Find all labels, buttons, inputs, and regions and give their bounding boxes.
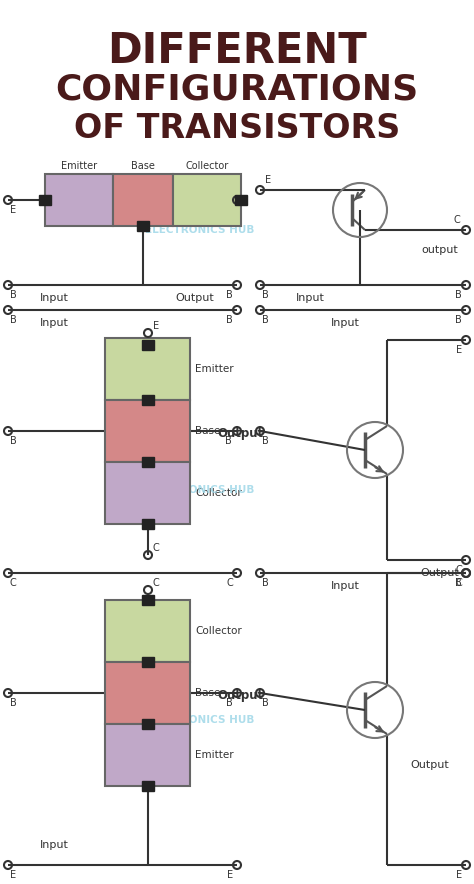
Text: N: N: [140, 484, 156, 502]
Text: Input: Input: [330, 318, 359, 328]
Text: C: C: [10, 578, 17, 588]
Text: Output: Output: [218, 690, 264, 703]
Text: C: C: [455, 578, 462, 588]
Text: B: B: [226, 698, 233, 708]
Text: B: B: [455, 578, 462, 588]
Text: E: E: [10, 205, 16, 215]
Text: Input: Input: [296, 293, 324, 303]
Text: N: N: [140, 621, 156, 641]
Text: OF TRANSISTORS: OF TRANSISTORS: [74, 112, 400, 145]
Bar: [106, 724, 191, 786]
Text: C: C: [226, 578, 233, 588]
Text: Base: Base: [195, 688, 221, 698]
Text: C: C: [455, 565, 462, 575]
Text: Output: Output: [176, 293, 214, 303]
Text: ELECTRONICS HUB: ELECTRONICS HUB: [146, 225, 255, 235]
Text: Collector: Collector: [195, 626, 242, 636]
Text: Collector: Collector: [195, 488, 242, 498]
Bar: [235, 195, 247, 205]
Text: P: P: [136, 190, 150, 210]
Text: Input: Input: [40, 840, 69, 850]
Text: output: output: [422, 245, 458, 255]
Text: Emitter: Emitter: [195, 364, 234, 374]
Text: B: B: [455, 315, 462, 325]
Bar: [137, 221, 149, 231]
Bar: [142, 595, 154, 605]
Text: N: N: [199, 190, 215, 210]
Text: B: B: [262, 315, 269, 325]
Text: Base: Base: [195, 426, 221, 436]
Text: E: E: [456, 345, 462, 355]
Bar: [113, 174, 173, 226]
Text: E: E: [265, 175, 271, 185]
Text: Input: Input: [330, 581, 359, 591]
Text: P: P: [141, 683, 155, 703]
Bar: [106, 600, 191, 662]
Text: Base: Base: [131, 161, 155, 171]
Text: B: B: [226, 315, 233, 325]
Bar: [142, 395, 154, 405]
Text: Emitter: Emitter: [61, 161, 97, 171]
Text: E: E: [153, 321, 159, 331]
Text: ELECTRONICS HUB: ELECTRONICS HUB: [146, 485, 255, 495]
Text: CONFIGURATIONS: CONFIGURATIONS: [55, 72, 419, 106]
Text: B: B: [225, 436, 232, 446]
Text: E: E: [10, 870, 16, 880]
Text: N: N: [71, 190, 87, 210]
Bar: [106, 662, 191, 724]
Bar: [106, 462, 191, 524]
Text: B: B: [262, 578, 269, 588]
Text: B: B: [10, 290, 17, 300]
Text: DIFFERENT: DIFFERENT: [107, 30, 367, 72]
Text: C: C: [453, 215, 460, 225]
Bar: [142, 519, 154, 529]
Text: Collector: Collector: [185, 161, 228, 171]
Text: ELECTRONICS HUB: ELECTRONICS HUB: [146, 715, 255, 725]
Text: B: B: [455, 290, 462, 300]
Text: B: B: [10, 698, 17, 708]
Text: B: B: [262, 698, 269, 708]
Text: E: E: [227, 870, 233, 880]
Text: N: N: [140, 745, 156, 765]
Text: Output: Output: [410, 760, 449, 770]
Text: C: C: [153, 543, 160, 553]
Text: C: C: [153, 578, 160, 588]
Text: C: C: [226, 205, 233, 215]
Text: B: B: [262, 290, 269, 300]
Bar: [106, 338, 191, 400]
Text: Output: Output: [218, 428, 264, 440]
Text: Output: Output: [420, 568, 459, 578]
Bar: [142, 340, 154, 350]
Text: Emitter: Emitter: [195, 750, 234, 760]
Bar: [142, 781, 154, 791]
Bar: [173, 174, 241, 226]
Bar: [142, 719, 154, 729]
Text: B: B: [226, 290, 233, 300]
Text: B: B: [262, 436, 269, 446]
Text: Input: Input: [40, 293, 69, 303]
Bar: [106, 400, 191, 462]
Bar: [142, 657, 154, 667]
Bar: [142, 457, 154, 467]
Text: E: E: [456, 870, 462, 880]
Bar: [45, 174, 113, 226]
Text: Input: Input: [40, 318, 69, 328]
Text: B: B: [10, 315, 17, 325]
Bar: [39, 195, 51, 205]
Text: P: P: [141, 422, 155, 440]
Text: N: N: [140, 360, 156, 378]
Text: B: B: [10, 436, 17, 446]
